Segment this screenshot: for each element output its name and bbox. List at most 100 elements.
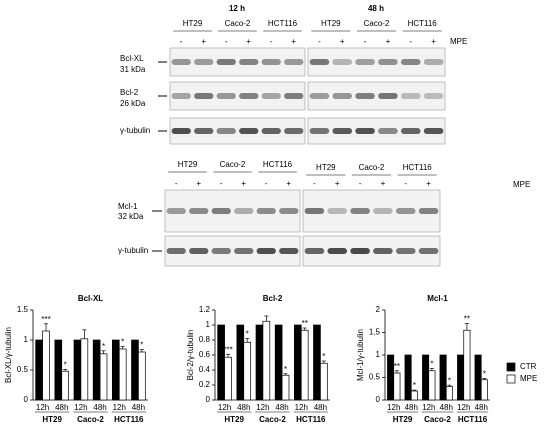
- blot-panel: [169, 117, 306, 145]
- treatment-sign: -: [175, 179, 178, 188]
- blot-panel: [164, 189, 301, 233]
- treatment-label: MPE: [513, 180, 530, 189]
- protein-label: Mcl-1: [118, 202, 138, 211]
- significance: **: [302, 319, 308, 328]
- x-tick-label: 12h: [457, 403, 470, 412]
- legend-swatch: [506, 374, 516, 384]
- band: [216, 59, 236, 65]
- significance: *: [448, 376, 451, 385]
- x-tick-label: 12h: [295, 403, 308, 412]
- band: [171, 128, 191, 134]
- x-tick-label: 48h: [440, 403, 453, 412]
- band: [216, 93, 236, 99]
- treatment-sign: -: [270, 37, 273, 46]
- y-axis-label: Mcl-1/γ-tubulin: [356, 329, 365, 381]
- group-label: HT29: [224, 415, 244, 424]
- band: [423, 93, 444, 99]
- group-label: HCT116: [296, 415, 326, 424]
- band: [418, 208, 439, 214]
- bar: [243, 341, 252, 401]
- significance: *: [413, 381, 416, 390]
- band: [332, 128, 353, 134]
- band: [373, 248, 393, 254]
- band: [194, 128, 214, 134]
- x-tick-label: 48h: [55, 403, 68, 412]
- bar: [35, 339, 43, 401]
- band: [350, 208, 370, 214]
- band: [309, 59, 330, 65]
- y-tick-label: 0.5: [17, 365, 29, 374]
- bar: [457, 354, 465, 401]
- band: [279, 248, 299, 254]
- group-label: Caco-2: [259, 415, 286, 424]
- treatment-sign: -: [409, 37, 412, 46]
- y-tick-label: 1.5: [17, 305, 29, 314]
- band: [355, 128, 375, 134]
- bar: [404, 354, 412, 401]
- group-label: HCT116: [114, 415, 144, 424]
- bar: [236, 324, 245, 401]
- band: [400, 93, 421, 99]
- band: [327, 208, 348, 214]
- bar: [92, 339, 101, 401]
- cell-line-label: Caco-2: [225, 19, 251, 28]
- band: [239, 128, 259, 134]
- significance: ***: [223, 345, 232, 354]
- protein-label: γ-tubulin: [120, 126, 150, 135]
- cell-line-label: Caco-2: [359, 163, 385, 172]
- treatment-sign: +: [241, 179, 246, 188]
- band: [189, 248, 209, 254]
- protein-label: Bcl-XL: [120, 54, 144, 63]
- cell-line-label: HCT116: [408, 19, 438, 28]
- bar: [111, 339, 120, 401]
- x-tick-label: 12h: [256, 403, 269, 412]
- band: [350, 248, 370, 254]
- group-label: Caco-2: [77, 415, 104, 424]
- protein-label: Bcl-2: [120, 88, 139, 97]
- bar: [313, 324, 321, 401]
- treatment-sign: +: [335, 179, 340, 188]
- band: [378, 128, 398, 134]
- treatment-sign: +: [246, 37, 251, 46]
- band: [234, 248, 254, 254]
- x-tick-label: 48h: [475, 403, 488, 412]
- blot-panel: [307, 81, 446, 111]
- legend-label: MPE: [520, 374, 537, 383]
- legend-label: CTR: [520, 362, 537, 371]
- blot-panel: [307, 47, 446, 77]
- group-label: HT29: [393, 415, 413, 424]
- y-tick-label: 0: [206, 395, 211, 404]
- y-tick-label: 0.2: [199, 380, 211, 389]
- treatment-sign: +: [291, 37, 296, 46]
- significance: *: [140, 341, 143, 350]
- band: [256, 208, 276, 214]
- significance: *: [102, 342, 105, 351]
- y-tick-label: 0: [24, 395, 29, 404]
- band: [194, 93, 214, 99]
- significance: *: [284, 365, 287, 374]
- treatment-sign: -: [318, 37, 321, 46]
- group-label: HT29: [42, 415, 62, 424]
- bar: [428, 370, 436, 401]
- blot-panel: [164, 235, 301, 267]
- bar: [99, 353, 108, 401]
- band: [239, 93, 259, 99]
- band: [166, 248, 186, 254]
- y-tick-label: 1.2: [199, 305, 211, 314]
- protein-size: 26 kDa: [120, 99, 146, 108]
- band: [400, 59, 421, 65]
- y-tick-label: 0: [376, 395, 381, 404]
- band: [395, 208, 416, 214]
- bar: [281, 374, 290, 401]
- bar: [439, 354, 447, 401]
- significance: *: [483, 370, 486, 379]
- band: [211, 248, 231, 254]
- bar: [274, 324, 283, 401]
- x-tick-label: 48h: [405, 403, 418, 412]
- bar: [300, 329, 309, 401]
- treatment-sign: -: [265, 179, 268, 188]
- band: [234, 208, 254, 214]
- cell-line-label: HCT116: [403, 163, 433, 172]
- significance: **: [394, 362, 400, 371]
- bar: [224, 356, 232, 401]
